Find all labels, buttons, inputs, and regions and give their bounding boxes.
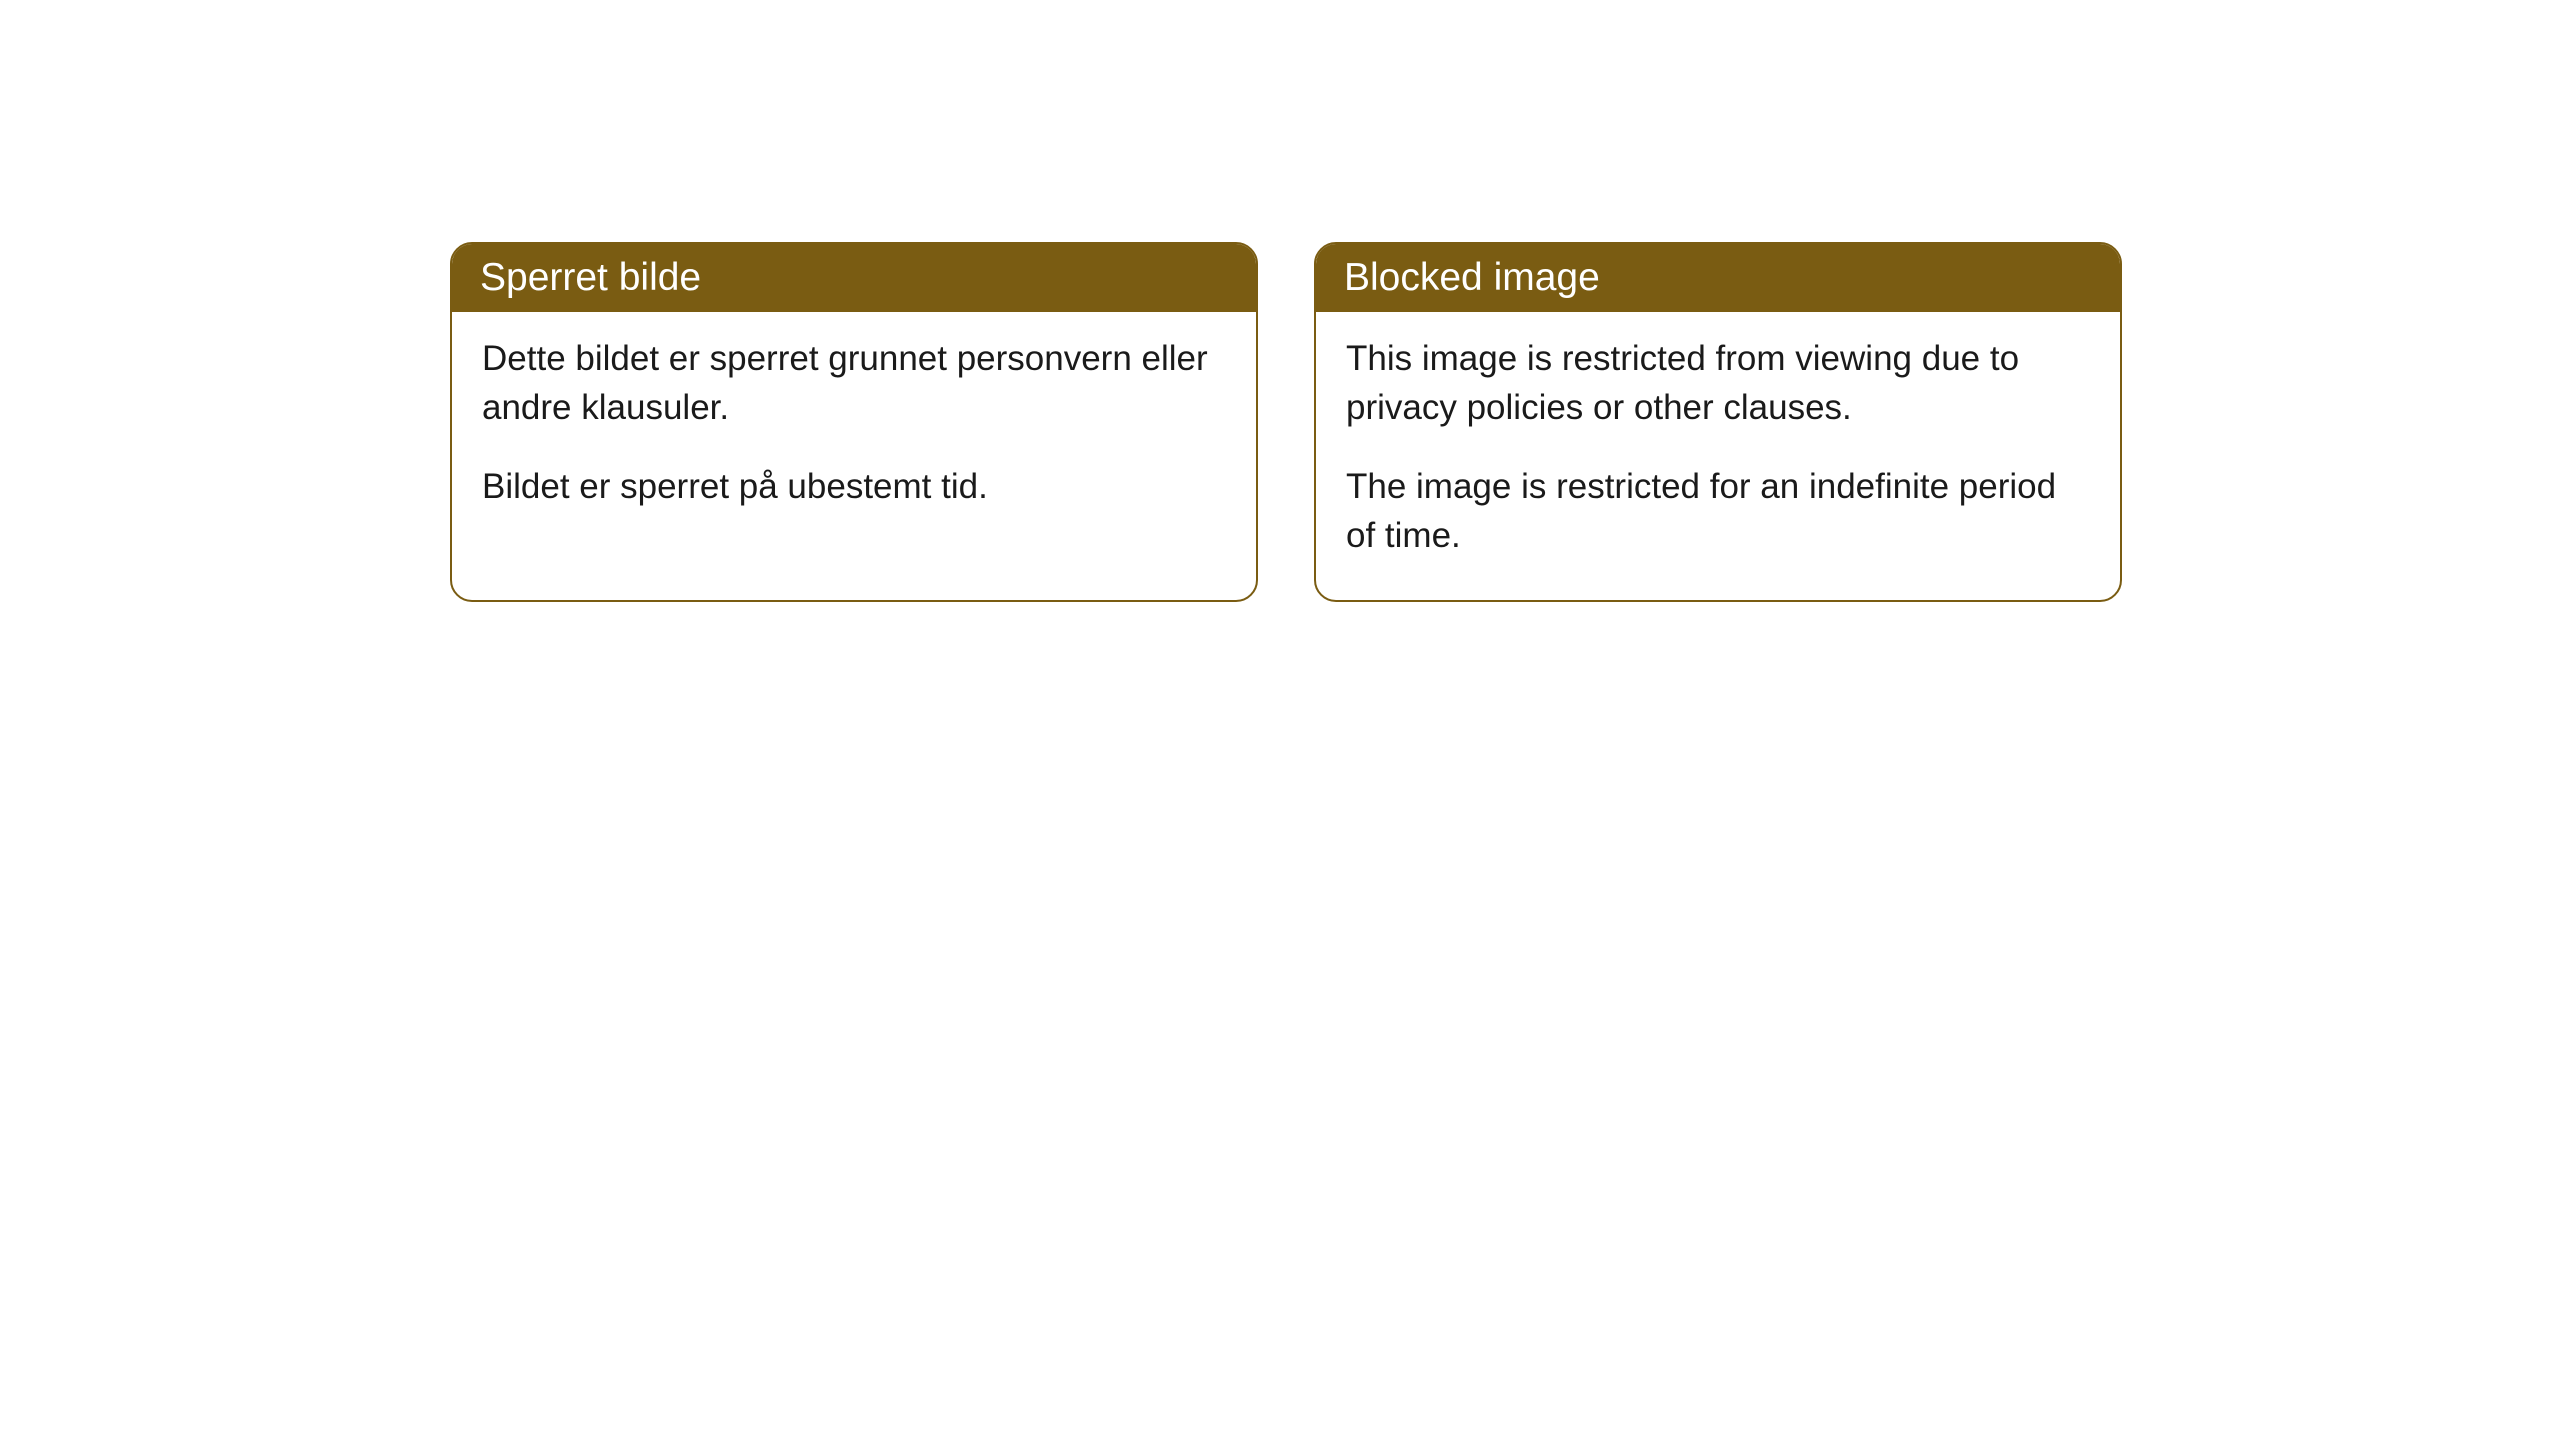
card-body-english: This image is restricted from viewing du… [1316, 312, 2120, 600]
card-header-norwegian: Sperret bilde [452, 244, 1256, 312]
card-header-english: Blocked image [1316, 244, 2120, 312]
notice-cards-container: Sperret bilde Dette bildet er sperret gr… [450, 242, 2122, 602]
card-paragraph: Dette bildet er sperret grunnet personve… [482, 334, 1226, 432]
card-body-norwegian: Dette bildet er sperret grunnet personve… [452, 312, 1256, 551]
card-paragraph: Bildet er sperret på ubestemt tid. [482, 462, 1226, 511]
card-paragraph: This image is restricted from viewing du… [1346, 334, 2090, 432]
notice-card-english: Blocked image This image is restricted f… [1314, 242, 2122, 602]
notice-card-norwegian: Sperret bilde Dette bildet er sperret gr… [450, 242, 1258, 602]
card-paragraph: The image is restricted for an indefinit… [1346, 462, 2090, 560]
